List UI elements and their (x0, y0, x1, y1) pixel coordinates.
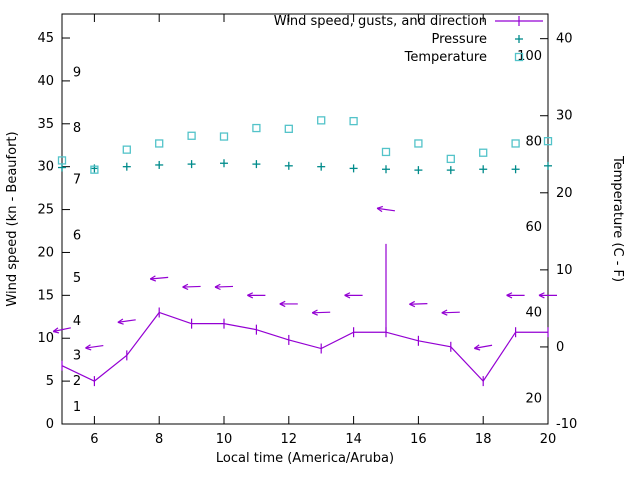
svg-text:3: 3 (73, 348, 81, 363)
svg-text:40: 40 (556, 32, 573, 47)
y-axis-right: -10 0 10 20 30 40 (540, 32, 577, 432)
svg-text:5: 5 (46, 374, 54, 389)
svg-text:10: 10 (216, 432, 233, 447)
svg-text:25: 25 (37, 203, 54, 218)
wind-series (61, 307, 549, 387)
y-axis-label-left: Wind speed (kn - Beaufort) (5, 131, 20, 306)
plot-border (61, 13, 549, 425)
svg-text:16: 16 (410, 432, 427, 447)
svg-text:9: 9 (73, 65, 81, 80)
x-axis-label: Local time (America/Aruba) (216, 451, 394, 466)
beaufort-scale-labels: 1 2 3 4 5 6 7 8 9 (73, 65, 81, 415)
fahrenheit-scale-labels: 20 40 60 80 100 (517, 49, 542, 407)
svg-text:6: 6 (90, 432, 98, 447)
svg-text:2: 2 (73, 374, 81, 389)
svg-text:35: 35 (37, 117, 54, 132)
svg-text:30: 30 (556, 109, 573, 124)
svg-text:60: 60 (525, 220, 542, 235)
svg-text:Temperature: Temperature (404, 50, 487, 65)
svg-text:8: 8 (155, 432, 163, 447)
svg-text:20: 20 (540, 432, 557, 447)
svg-text:10: 10 (556, 263, 573, 278)
pressure-series (58, 159, 552, 175)
svg-text:0: 0 (46, 417, 54, 432)
svg-text:20: 20 (525, 391, 542, 406)
svg-text:6: 6 (73, 228, 81, 243)
svg-text:12: 12 (281, 432, 298, 447)
temperature-series (57, 116, 553, 174)
svg-text:100: 100 (517, 49, 542, 64)
svg-text:10: 10 (37, 331, 54, 346)
svg-text:8: 8 (73, 121, 81, 136)
svg-text:40: 40 (525, 306, 542, 321)
y-axis-label-right: Temperature (C - F) (610, 155, 625, 282)
svg-text:45: 45 (37, 31, 54, 46)
wind-direction-arrows (52, 205, 557, 351)
svg-text:-10: -10 (556, 417, 577, 432)
svg-text:80: 80 (525, 134, 542, 149)
svg-text:5: 5 (73, 271, 81, 286)
svg-text:7: 7 (73, 173, 81, 188)
svg-text:30: 30 (37, 160, 54, 175)
svg-text:0: 0 (556, 340, 564, 355)
legend: Wind speed, gusts, and direction Pressure… (274, 14, 543, 65)
y-axis-left: 0 5 10 15 20 25 30 35 40 45 (37, 31, 70, 432)
svg-text:20: 20 (556, 186, 573, 201)
svg-text:1: 1 (73, 400, 81, 415)
svg-text:15: 15 (37, 288, 54, 303)
svg-text:40: 40 (37, 74, 54, 89)
svg-text:4: 4 (73, 314, 81, 329)
svg-text:Wind speed, gusts, and directi: Wind speed, gusts, and direction (274, 14, 487, 29)
svg-text:14: 14 (345, 432, 362, 447)
svg-text:20: 20 (37, 245, 54, 260)
svg-text:Pressure: Pressure (431, 32, 487, 47)
svg-text:18: 18 (475, 432, 492, 447)
x-axis: 6 8 10 12 14 16 18 20 (90, 14, 556, 447)
